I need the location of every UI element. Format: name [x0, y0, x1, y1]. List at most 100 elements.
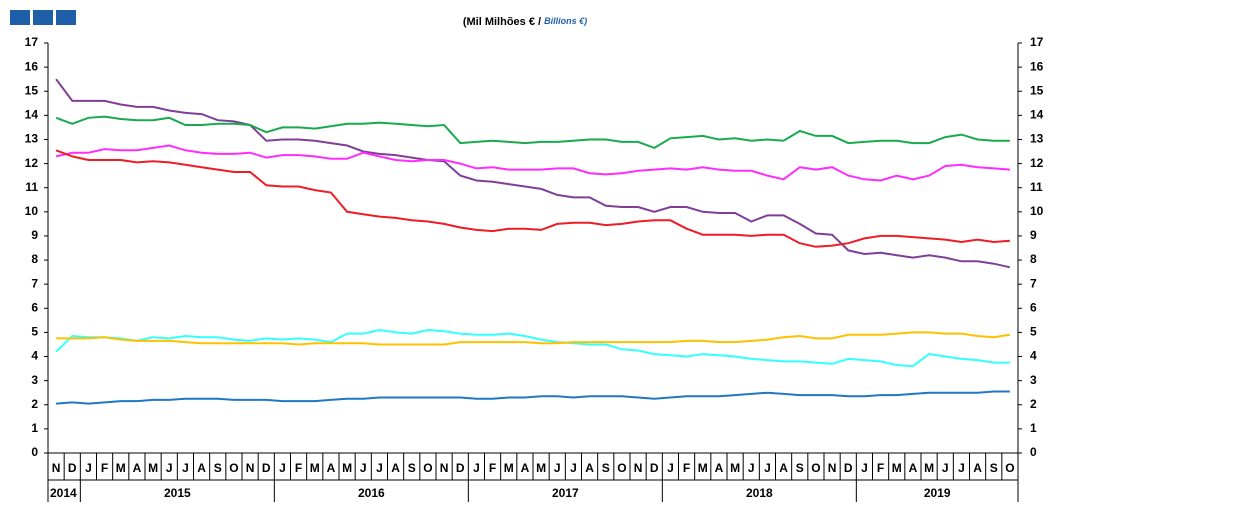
- x-tick-label: M: [342, 461, 352, 475]
- x-tick-label: D: [68, 461, 77, 475]
- y2-tick-label: 15: [1030, 83, 1044, 97]
- y2-tick-label: 3: [1030, 373, 1037, 387]
- y2-tick-label: 1: [1030, 421, 1037, 435]
- y-tick-label: 7: [31, 276, 38, 290]
- x-tick-label: A: [133, 461, 142, 475]
- x-tick-label: F: [295, 461, 302, 475]
- x-tick-label: J: [667, 461, 674, 475]
- y-tick-label: 1: [31, 421, 38, 435]
- series-line: [55, 328, 1010, 368]
- x-tick-label: M: [116, 461, 126, 475]
- x-tick-label: A: [197, 461, 206, 475]
- y-tick-label: 3: [31, 373, 38, 387]
- x-tick-label: F: [877, 461, 884, 475]
- y2-tick-label: 13: [1030, 132, 1044, 146]
- x-tick-label: J: [570, 461, 577, 475]
- y2-tick-label: 11: [1030, 180, 1043, 194]
- series-line: [55, 144, 1010, 182]
- x-tick-label: N: [440, 461, 449, 475]
- x-tick-label: O: [1005, 461, 1014, 475]
- x-tick-label: A: [715, 461, 724, 475]
- y-tick-label: 10: [25, 204, 39, 218]
- year-label: 2018: [746, 486, 773, 500]
- year-label: 2019: [924, 486, 951, 500]
- y-tick-label: 9: [31, 228, 38, 242]
- year-label: 2015: [164, 486, 191, 500]
- x-tick-label: O: [229, 461, 238, 475]
- x-tick-label: M: [310, 461, 320, 475]
- x-tick-label: N: [52, 461, 61, 475]
- series-line: [55, 149, 1010, 248]
- x-tick-label: A: [779, 461, 788, 475]
- y2-tick-label: 12: [1030, 156, 1044, 170]
- y-tick-label: 6: [31, 300, 38, 314]
- x-tick-label: J: [360, 461, 367, 475]
- x-tick-label: J: [958, 461, 965, 475]
- y2-tick-label: 9: [1030, 228, 1037, 242]
- subtitle-en: Billions €): [544, 16, 587, 26]
- x-tick-label: A: [973, 461, 982, 475]
- x-tick-label: M: [698, 461, 708, 475]
- x-tick-label: S: [408, 461, 416, 475]
- x-tick-label: O: [811, 461, 820, 475]
- x-tick-label: S: [214, 461, 222, 475]
- x-tick-label: M: [892, 461, 902, 475]
- x-tick-label: J: [473, 461, 480, 475]
- y2-tick-label: 6: [1030, 300, 1037, 314]
- year-label: 2016: [358, 486, 385, 500]
- x-tick-label: F: [683, 461, 690, 475]
- y-tick-label: 14: [25, 108, 39, 122]
- y2-tick-label: 0: [1030, 445, 1037, 459]
- x-tick-label: M: [730, 461, 740, 475]
- x-tick-label: J: [166, 461, 173, 475]
- x-tick-label: M: [924, 461, 934, 475]
- series-line: [55, 78, 1011, 269]
- y2-tick-label: 17: [1030, 35, 1044, 49]
- y-tick-label: 5: [31, 325, 38, 339]
- x-tick-label: F: [489, 461, 496, 475]
- logo-square: [33, 10, 53, 25]
- x-tick-label: M: [504, 461, 514, 475]
- year-label: 2017: [552, 486, 579, 500]
- y2-tick-label: 2: [1030, 397, 1037, 411]
- series-line: [55, 115, 1010, 150]
- x-tick-label: F: [101, 461, 108, 475]
- y-tick-label: 16: [25, 59, 39, 73]
- x-tick-label: J: [748, 461, 755, 475]
- x-tick-label: J: [376, 461, 383, 475]
- x-tick-label: N: [246, 461, 255, 475]
- series-line: [56, 331, 1011, 346]
- x-tick-label: A: [391, 461, 400, 475]
- chart-subtitle: (Mil Milhões € / Billions €): [463, 16, 587, 28]
- y2-tick-label: 8: [1030, 252, 1037, 266]
- x-tick-label: N: [828, 461, 837, 475]
- y2-tick-label: 14: [1030, 108, 1044, 122]
- x-tick-label: D: [844, 461, 853, 475]
- x-tick-label: A: [521, 461, 530, 475]
- x-tick-label: O: [423, 461, 432, 475]
- y2-tick-label: 5: [1030, 325, 1037, 339]
- x-tick-label: N: [634, 461, 643, 475]
- y-tick-label: 17: [25, 35, 39, 49]
- y-tick-label: 15: [25, 83, 39, 97]
- subtitle-pt: (Mil Milhões € /: [463, 16, 544, 28]
- y2-tick-label: 16: [1030, 59, 1044, 73]
- x-tick-label: S: [796, 461, 804, 475]
- logo-square: [56, 10, 76, 25]
- x-tick-label: J: [764, 461, 771, 475]
- y2-tick-label: 7: [1030, 276, 1037, 290]
- series-line: [56, 390, 1010, 405]
- x-tick-label: D: [456, 461, 465, 475]
- x-tick-label: D: [262, 461, 271, 475]
- logo-square: [10, 10, 30, 25]
- y-tick-label: 11: [25, 180, 38, 194]
- x-tick-label: S: [990, 461, 998, 475]
- x-tick-label: A: [327, 461, 336, 475]
- x-tick-label: J: [182, 461, 189, 475]
- x-tick-label: A: [909, 461, 918, 475]
- y2-tick-label: 4: [1030, 349, 1037, 363]
- x-tick-label: S: [602, 461, 610, 475]
- x-tick-label: M: [148, 461, 158, 475]
- x-tick-label: D: [650, 461, 659, 475]
- x-tick-label: J: [279, 461, 286, 475]
